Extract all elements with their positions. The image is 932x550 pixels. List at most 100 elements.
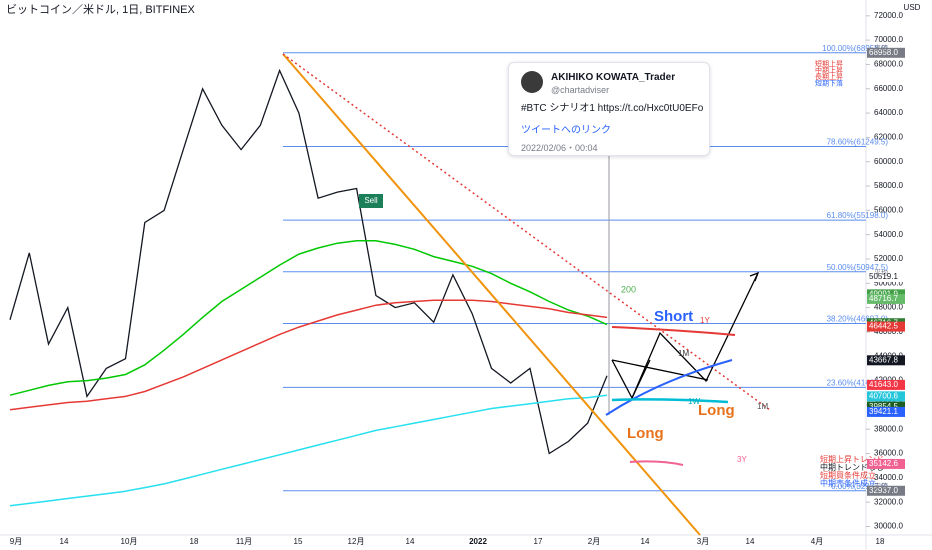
price-tag — [867, 485, 905, 496]
arrow — [749, 271, 760, 282]
y-tick-label: 32000.0 — [874, 497, 903, 506]
x-tick-label: 14 — [406, 537, 415, 546]
price-tag-label: 39854.5 — [869, 402, 898, 411]
price-tag — [867, 458, 905, 469]
short-label: Short — [654, 308, 693, 325]
x-tick-label: 11月 — [236, 537, 252, 546]
x-tick-label: 17 — [534, 537, 543, 546]
fib-label: 38.20%(46697.0) — [827, 315, 889, 324]
tweet-time: 2022/02/06・00:04 — [521, 143, 598, 153]
price-tag-note: 安値 — [874, 482, 888, 491]
sell-label: Sell — [364, 196, 378, 205]
y-tick-label: 54000.0 — [874, 230, 903, 239]
y-tick-label: 56000.0 — [874, 205, 903, 214]
tf-label: 1Y — [700, 316, 710, 325]
price-line — [9, 68, 608, 455]
projection — [629, 460, 684, 466]
y-tick-label: 38000.0 — [874, 424, 903, 433]
avatar — [521, 71, 543, 93]
tweet-author: AKIHIKO KOWATA_Trader — [551, 72, 676, 83]
price-tag-label: 43667.8 — [869, 355, 898, 364]
projection — [611, 398, 729, 404]
price-tag — [867, 406, 905, 417]
fib-label: 0.00%(32937.0) — [831, 482, 888, 491]
y-tick-label: 68000.0 — [874, 60, 903, 69]
x-tick-label: 12月 — [348, 537, 365, 546]
tf-label: 1M — [757, 402, 768, 411]
y-tick-label: 72000.0 — [874, 11, 903, 20]
price-tag-label: 41643.0 — [869, 380, 898, 389]
tweet-card[interactable]: AKIHIKO KOWATA_Trader @chartadviser #BTC… — [508, 62, 710, 156]
price-tag — [867, 379, 905, 390]
tweet-text: #BTC シナリオ1 https://t.co/Hxc0tU0EFo — [521, 103, 704, 114]
moving-average — [9, 394, 608, 507]
x-tick-label: 18 — [876, 537, 885, 546]
legend-item: 中期トレンドなし — [820, 462, 884, 472]
sell-marker — [359, 194, 383, 208]
x-tick-label: 14 — [60, 537, 69, 546]
x-tick-label: 2022 — [469, 537, 487, 546]
legend-item: 短期上昇 — [815, 59, 843, 68]
price-tag — [867, 391, 905, 402]
x-tick-label: 4月 — [811, 537, 823, 546]
long-label: Long — [698, 402, 735, 419]
fib-label: 78.60%(61249.5) — [827, 138, 889, 147]
y-tick-label: 66000.0 — [874, 84, 903, 93]
price-tag-label: 68958.0 — [869, 48, 898, 57]
legend-item: 短期上昇トレンド — [820, 454, 884, 464]
projection — [605, 359, 733, 416]
tf-label: 1W — [688, 397, 700, 406]
x-tick-label: 14 — [746, 537, 755, 546]
long-label: Long — [627, 425, 664, 442]
fib-label: 23.60%(41438.0) — [827, 379, 889, 388]
y-tick-label: 70000.0 — [874, 35, 903, 44]
x-tick-label: 9月 — [10, 537, 22, 546]
scenario — [631, 359, 651, 399]
price-tag — [867, 355, 905, 366]
legend-item: 中期売条件成立 — [820, 478, 876, 488]
y-tick-label: 34000.0 — [874, 473, 903, 482]
x-tick-label: 14 — [641, 537, 650, 546]
y-tick-label: 50000.0 — [874, 278, 903, 287]
fib-label: 100.00%(68958.0) — [822, 44, 888, 53]
trend-line — [282, 53, 771, 411]
tweet-handle: @chartadviser — [551, 85, 610, 95]
x-tick-label: 2月 — [588, 537, 600, 546]
legend-item: 長期上昇 — [815, 72, 843, 81]
x-tick-label: 3月 — [697, 537, 709, 546]
price-tag-label: 48716.7 — [869, 294, 898, 303]
price-tag — [867, 401, 905, 412]
y-tick-label: 60000.0 — [874, 157, 903, 166]
plot-bg — [0, 0, 866, 535]
price-tag — [867, 321, 905, 332]
price-tag-label: 50519.1 — [869, 272, 898, 281]
fib-label: 50.00%(50947.5) — [827, 263, 889, 272]
price-tag-label: 32937.0 — [869, 486, 898, 495]
trend-line — [282, 53, 701, 536]
tf-label: 3Y — [737, 455, 747, 464]
y-tick-label: 58000.0 — [874, 181, 903, 190]
tweet-link[interactable]: ツイートへのリンク — [521, 125, 611, 136]
scenario — [611, 359, 709, 381]
ma-label: 200 — [621, 284, 636, 294]
price-tag — [867, 47, 905, 58]
y-tick-label: 64000.0 — [874, 108, 903, 117]
y-tick-label: 62000.0 — [874, 133, 903, 142]
y-tick-label: 36000.0 — [874, 449, 903, 458]
legend-item: 短期買条件成立 — [820, 470, 876, 480]
scenario — [611, 272, 759, 400]
x-tick-label: 18 — [190, 537, 199, 546]
moving-average — [9, 299, 608, 411]
currency: USD — [904, 3, 921, 12]
x-tick-label: 15 — [294, 537, 303, 546]
y-tick-label: 30000.0 — [874, 522, 903, 531]
price-tag — [867, 271, 905, 282]
tf-label: 1M — [678, 349, 689, 358]
price-tag-label: 40700.6 — [869, 391, 898, 400]
symbol-title: ビットコイン／米ドル, 1日, BITFINEX — [6, 3, 196, 16]
